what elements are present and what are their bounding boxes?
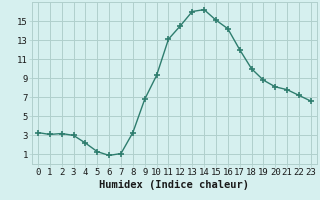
X-axis label: Humidex (Indice chaleur): Humidex (Indice chaleur) — [100, 180, 249, 190]
